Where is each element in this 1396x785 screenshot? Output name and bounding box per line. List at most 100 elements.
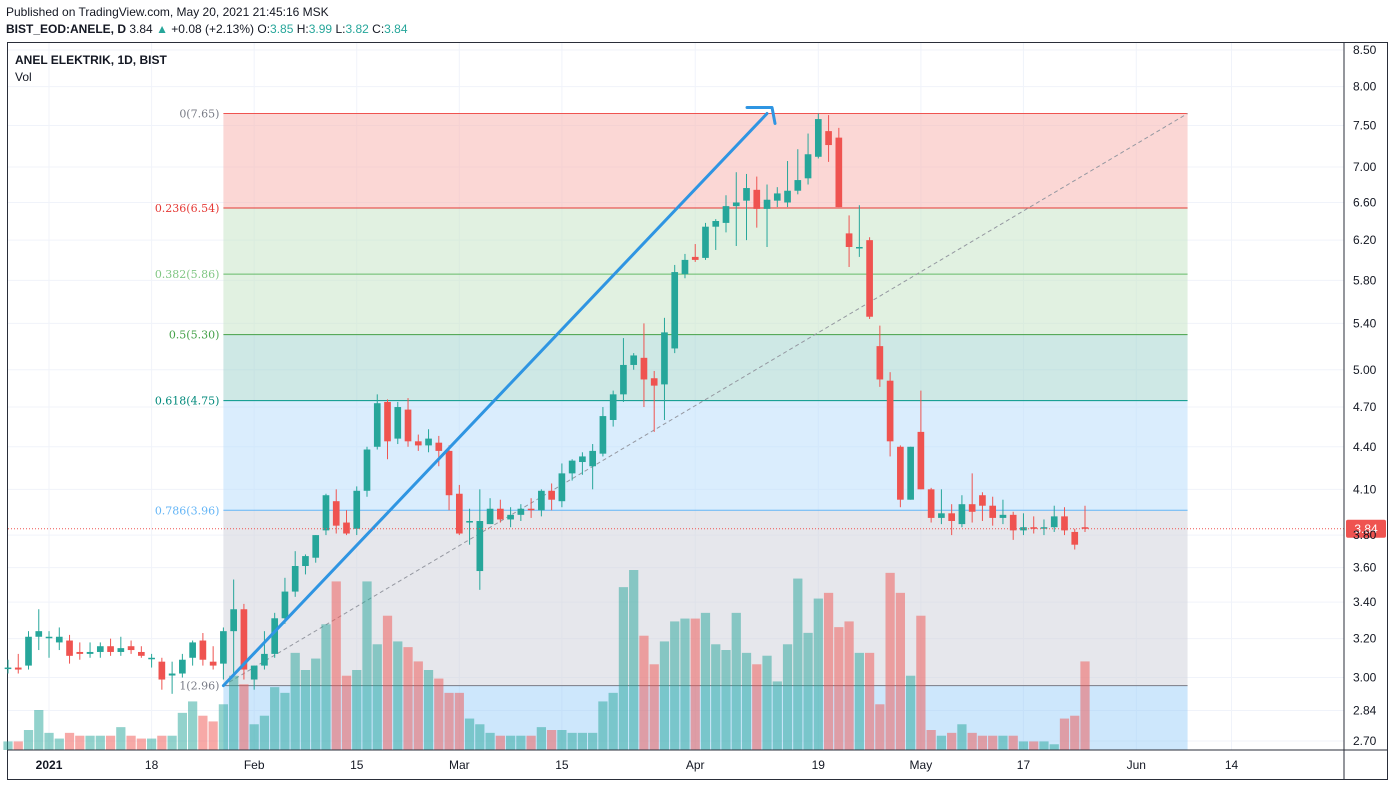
candle-body bbox=[312, 535, 320, 558]
volume-bar bbox=[311, 658, 321, 750]
price-tick-label: 4.70 bbox=[1353, 400, 1377, 414]
volume-bar bbox=[649, 664, 659, 750]
volume-bar bbox=[875, 704, 885, 750]
volume-bar bbox=[947, 732, 957, 750]
time-tick-label: 2021 bbox=[36, 758, 63, 772]
volume-bar bbox=[454, 692, 464, 750]
candle-body bbox=[168, 673, 176, 676]
volume-bar bbox=[352, 670, 362, 750]
candle-body bbox=[671, 272, 679, 349]
time-tick-label: 15 bbox=[555, 758, 569, 772]
volume-bar bbox=[95, 735, 105, 750]
price-tick-label: 5.80 bbox=[1353, 273, 1377, 287]
candle-body bbox=[691, 256, 699, 260]
candle-body bbox=[35, 631, 43, 637]
time-tick-label: Apr bbox=[686, 758, 705, 772]
volume-bar bbox=[372, 644, 382, 750]
candle-body bbox=[189, 642, 196, 658]
volume-bar bbox=[906, 675, 916, 750]
volume-bar bbox=[331, 581, 341, 750]
candle-body bbox=[927, 489, 935, 518]
candle-body bbox=[66, 640, 73, 656]
price-tick-label: 3.20 bbox=[1353, 632, 1377, 646]
volume-bar bbox=[670, 621, 680, 750]
candle-body bbox=[948, 513, 955, 521]
candle-body bbox=[527, 508, 535, 511]
time-tick-label: 15 bbox=[350, 758, 364, 772]
time-tick-label: May bbox=[910, 758, 933, 772]
candle-body bbox=[107, 646, 114, 652]
volume-bar bbox=[393, 641, 403, 750]
volume-bar bbox=[464, 718, 475, 750]
candle-body bbox=[363, 449, 371, 491]
volume-bar bbox=[854, 652, 864, 750]
candle-body bbox=[1061, 516, 1068, 531]
volume-bar bbox=[844, 621, 854, 750]
change-value: +0.08 (+2.13%) bbox=[171, 22, 255, 36]
price-tick-label: 2.70 bbox=[1353, 734, 1377, 748]
candle-body bbox=[322, 495, 330, 531]
chart-legend-vol: Vol bbox=[15, 70, 32, 84]
price-tick-label: 5.40 bbox=[1353, 316, 1377, 330]
volume-bar bbox=[167, 735, 177, 750]
volume-bar bbox=[34, 710, 44, 750]
open-value: 3.85 bbox=[270, 22, 294, 36]
price-tick-label: 7.00 bbox=[1353, 160, 1377, 174]
candle-body bbox=[579, 456, 586, 463]
candle-body bbox=[250, 665, 258, 680]
volume-bar bbox=[926, 730, 936, 750]
candle-body bbox=[96, 646, 104, 652]
volume-bar bbox=[218, 704, 229, 750]
candle-body bbox=[1040, 527, 1048, 529]
volume-bar bbox=[1008, 735, 1018, 750]
volume-bar bbox=[1049, 744, 1059, 750]
volume-bar bbox=[208, 721, 218, 750]
volume-bar bbox=[54, 738, 64, 750]
volume-bar bbox=[782, 644, 793, 750]
volume-bar bbox=[270, 687, 280, 750]
candle-body bbox=[476, 520, 484, 572]
time-tick-label: Mar bbox=[449, 758, 470, 772]
volume-bar bbox=[444, 692, 454, 750]
trend-arrow-head-icon bbox=[745, 106, 777, 126]
volume-bar bbox=[957, 724, 967, 750]
candle-body bbox=[681, 259, 689, 275]
candle-body bbox=[466, 520, 473, 523]
volume-bar bbox=[567, 732, 577, 750]
candle-body bbox=[702, 226, 709, 258]
candle-body bbox=[620, 364, 627, 395]
volume-bar bbox=[516, 735, 526, 750]
candle-body bbox=[240, 609, 248, 670]
candle-body bbox=[825, 131, 832, 146]
price-tick-label: 4.10 bbox=[1353, 482, 1377, 496]
volume-bar bbox=[659, 641, 670, 750]
volume-bar bbox=[495, 735, 505, 750]
last-price: 3.84 bbox=[129, 22, 153, 36]
candle-body bbox=[538, 490, 545, 511]
volume-bar bbox=[44, 732, 54, 750]
price-tick-label: 8.00 bbox=[1353, 80, 1377, 94]
candle-body bbox=[712, 221, 720, 227]
candle-body bbox=[373, 403, 381, 447]
candle-body bbox=[486, 508, 494, 525]
volume-bar bbox=[290, 652, 300, 750]
volume-bar bbox=[536, 727, 546, 750]
volume-bar bbox=[321, 624, 331, 750]
fib-zone bbox=[223, 400, 1188, 511]
candle-body bbox=[989, 505, 997, 518]
volume-bar bbox=[1018, 741, 1029, 750]
volume-bar bbox=[598, 701, 608, 750]
chart-frame[interactable] bbox=[7, 42, 1388, 780]
volume-bar bbox=[423, 670, 434, 750]
candle-body bbox=[650, 378, 658, 386]
volume-bar bbox=[731, 612, 741, 750]
fib-trend-dashed-line bbox=[223, 113, 1188, 687]
volume-bar bbox=[721, 650, 731, 750]
open-label: O: bbox=[257, 22, 271, 36]
candle-body bbox=[866, 240, 873, 317]
volume-bar bbox=[434, 678, 444, 750]
volume-bar bbox=[813, 598, 823, 750]
high-label: H: bbox=[296, 22, 309, 36]
volume-bar bbox=[146, 738, 157, 750]
